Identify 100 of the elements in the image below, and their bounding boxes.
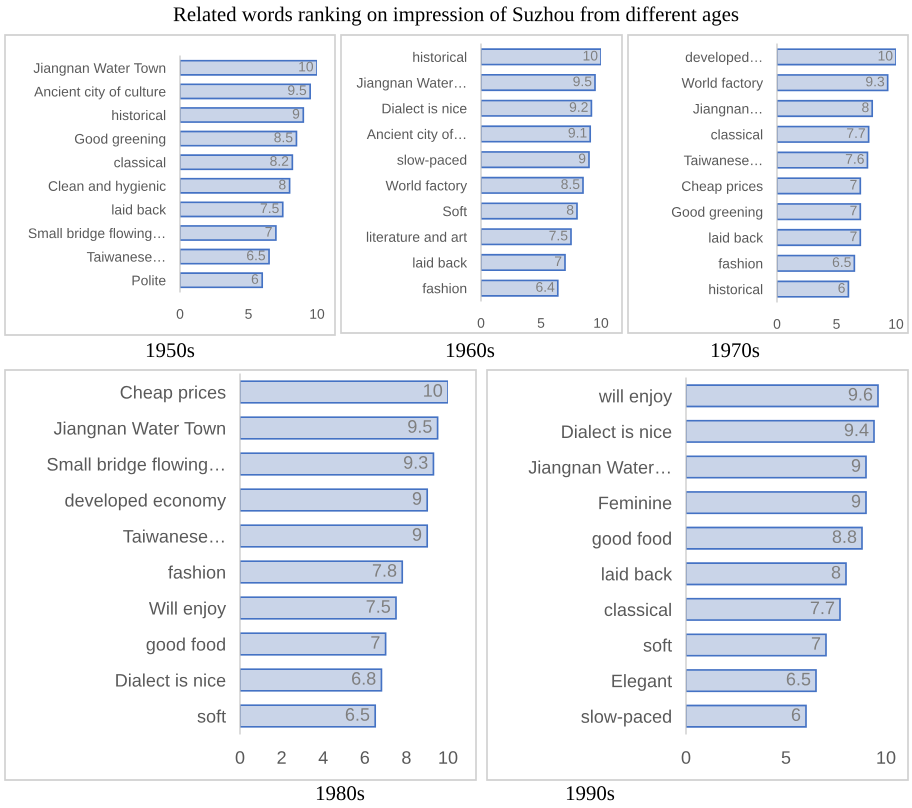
x-axis-title: 1990s <box>566 786 614 800</box>
y-tick-label: Feminine <box>599 496 672 510</box>
y-tick-label: Soft <box>443 206 468 216</box>
bar <box>686 598 841 621</box>
x-tick-label: 5 <box>833 319 840 329</box>
bar <box>481 202 578 220</box>
data-label: 7.5 <box>549 230 568 240</box>
bar <box>481 48 601 66</box>
bar <box>686 455 867 479</box>
data-label: 9.5 <box>288 85 306 96</box>
y-tick-label: fashion <box>422 283 466 294</box>
x-tick-label: 5 <box>782 751 790 764</box>
y-tick-label: Cheap prices <box>120 385 226 402</box>
data-label: 8.8 <box>832 530 856 544</box>
bar <box>777 228 862 246</box>
bar <box>240 452 434 476</box>
data-label: 9.3 <box>404 456 428 469</box>
data-label: 8.5 <box>561 179 580 190</box>
x-axis-title: 1980s <box>316 786 364 800</box>
y-tick-label: Taiwanese… <box>123 529 224 543</box>
data-label: 9 <box>412 528 422 541</box>
data-label: 9 <box>852 459 860 472</box>
bar <box>686 562 847 586</box>
bar <box>180 107 304 123</box>
data-label: 7.5 <box>366 600 390 613</box>
data-label: 6.4 <box>536 282 554 292</box>
y-tick-label: literature and art <box>366 232 468 242</box>
bar <box>180 201 284 218</box>
x-axis-title: 1950s <box>146 343 194 358</box>
y-tick-label: classical <box>711 129 762 140</box>
x-tick-label: 10 <box>877 751 896 764</box>
bar <box>686 704 807 728</box>
data-label: 7.5 <box>260 203 279 214</box>
bar <box>777 177 862 194</box>
data-label: 7.7 <box>810 602 834 614</box>
data-label: 9.6 <box>848 388 872 401</box>
bar <box>777 254 856 272</box>
bar <box>777 280 850 298</box>
x-tick-label: 8 <box>402 751 411 764</box>
x-tick-label: 10 <box>594 318 608 328</box>
data-label: 7 <box>850 180 857 190</box>
bar <box>481 228 572 246</box>
y-tick-label: laid back <box>112 204 166 215</box>
bar <box>686 384 879 408</box>
y-tick-label: Small bridge flowing… <box>28 228 164 241</box>
y-tick-label: Jiangnan Water Town <box>54 421 225 438</box>
y-tick-label: soft <box>198 709 226 723</box>
bar <box>240 380 448 404</box>
y-tick-label: Jiangnan Water… <box>528 460 670 478</box>
data-label: 9 <box>852 494 860 508</box>
y-tick-label: Dialect is nice <box>382 103 466 114</box>
data-label: 9.2 <box>570 102 588 112</box>
data-label: 10 <box>424 384 442 397</box>
bar <box>777 100 874 118</box>
y-tick-label: Clean and hygienic <box>48 180 166 194</box>
y-tick-label: classical <box>604 602 671 616</box>
y-tick-label: developed… <box>686 52 762 65</box>
data-label: 9.5 <box>573 76 592 86</box>
x-axis-title: 1970s <box>712 343 760 358</box>
data-label: 9 <box>292 108 300 119</box>
data-label: 8 <box>279 180 286 190</box>
bar <box>777 48 896 66</box>
data-label: 10 <box>299 62 314 72</box>
data-label: 6.5 <box>786 672 810 686</box>
bar <box>180 83 311 100</box>
x-tick-label: 0 <box>682 751 690 764</box>
data-label: 8 <box>566 204 574 215</box>
bar <box>481 125 592 142</box>
y-tick-label: Ancient city of… <box>366 128 466 142</box>
data-label: 6 <box>838 282 845 293</box>
data-label: 8.5 <box>274 132 292 142</box>
x-tick-label: 10 <box>310 309 324 319</box>
data-label: 9 <box>412 492 422 505</box>
x-tick-label: 0 <box>176 309 184 319</box>
x-tick-label: 0 <box>478 318 484 328</box>
y-tick-label: classical <box>114 157 166 168</box>
bar <box>240 632 386 656</box>
data-label: 6 <box>252 274 258 284</box>
bar <box>240 416 438 440</box>
bar <box>481 280 559 297</box>
data-label: 7 <box>554 256 562 266</box>
data-label: 10 <box>584 50 598 61</box>
data-label: 6.5 <box>346 708 370 721</box>
x-tick-label: 4 <box>318 751 328 764</box>
x-tick-label: 5 <box>245 309 252 319</box>
data-label: 7.6 <box>846 154 864 164</box>
bar <box>777 74 889 92</box>
y-tick-label: laid back <box>413 257 468 268</box>
y-tick-label: Will enjoy <box>148 601 226 618</box>
data-label: 6.8 <box>352 672 376 685</box>
data-label: 9.5 <box>408 420 432 433</box>
y-tick-label: soft <box>644 638 672 652</box>
y-tick-label: Small bridge flowing… <box>47 457 224 474</box>
data-label: 7 <box>812 637 820 650</box>
bar <box>777 126 870 143</box>
bar <box>240 668 382 692</box>
data-label: 8 <box>862 102 869 112</box>
y-tick-label: Cheap prices <box>682 180 763 194</box>
y-tick-label: slow-paced <box>581 710 671 726</box>
bar <box>240 596 397 620</box>
